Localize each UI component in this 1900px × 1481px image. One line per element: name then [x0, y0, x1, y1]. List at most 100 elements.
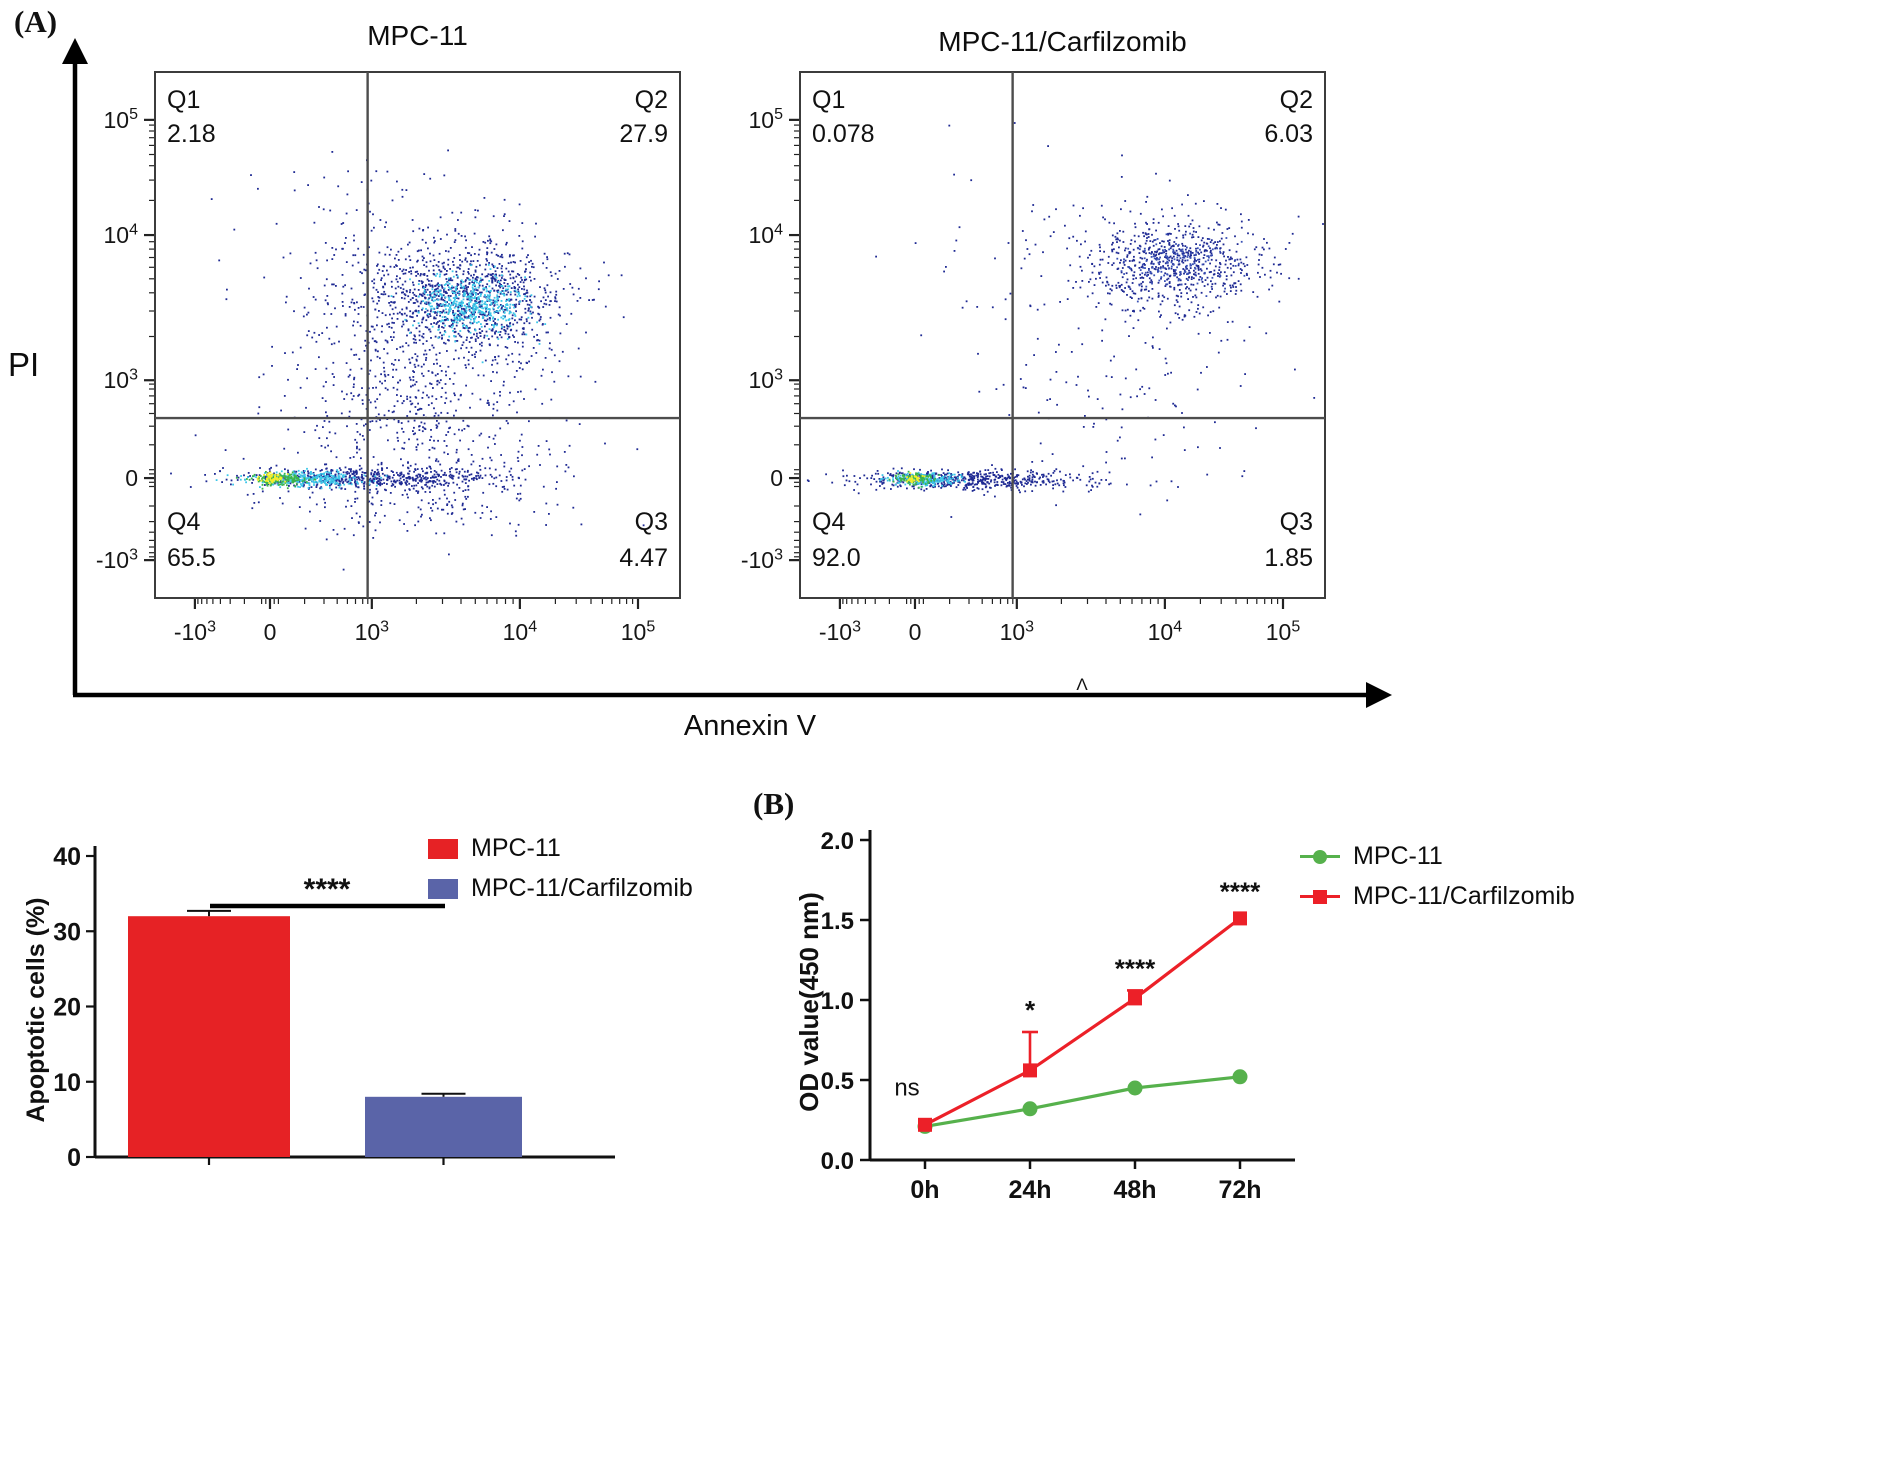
series-line [924, 917, 1241, 1127]
tick-label: 104 [749, 221, 784, 248]
legend-marker-red-square [1300, 888, 1340, 905]
tick-label: 105 [1266, 618, 1301, 645]
legend-marker-green-circle [1300, 848, 1340, 865]
quadrant-value: 92.0 [812, 544, 861, 572]
tick-label: 105 [749, 106, 784, 133]
legend-item-mpc11-carfilzomib: MPC-11/Carfilzomib [1300, 882, 1575, 911]
flow-axes-arrows: Λ [62, 38, 1392, 708]
tick-label: 105 [621, 618, 656, 645]
od-line-chart: 0.0 0.5 1.0 1.5 2.0 0h 24h 48h 72h OD value(450 n… [794, 828, 1295, 1204]
flow-scatter-cluster [920, 154, 1296, 449]
text-label: 1.5 [821, 908, 854, 935]
text-label: 10 [53, 1069, 81, 1097]
text-label: 0h [910, 1176, 939, 1204]
flow-scatter-cluster [309, 209, 623, 401]
text-label: 40 [53, 843, 81, 871]
text-label: 0.5 [821, 1068, 854, 1095]
flow-scatter-cluster [194, 301, 582, 535]
data-point [1233, 911, 1247, 926]
quadrant-label: Q2 [1280, 86, 1313, 114]
tick-label: -103 [741, 546, 783, 573]
flow-scatter-cluster [906, 472, 926, 484]
legend-label: MPC-11 [471, 834, 561, 862]
flow-scatter-cluster [222, 448, 645, 571]
bar [365, 1096, 522, 1157]
flow-scatter-cluster [390, 264, 547, 364]
annexin-axis-arrowhead [1366, 682, 1392, 708]
data-point [1128, 991, 1142, 1006]
text-label: 24h [1008, 1176, 1051, 1204]
tick-label: 0 [909, 619, 922, 645]
significance-annotation: **** [1115, 953, 1156, 983]
quadrant-value: 4.47 [619, 544, 668, 572]
data-point [918, 1117, 932, 1132]
legend-item-mpc11: MPC-11 [428, 834, 693, 863]
text-label: 0.0 [821, 1148, 854, 1175]
legend-label: MPC-11/Carfilzomib [471, 874, 693, 902]
quadrant-label: Q1 [812, 86, 845, 114]
series-line [924, 1075, 1241, 1128]
quadrant-value: 6.03 [1264, 120, 1313, 148]
legend-label: MPC-11/Carfilzomib [1353, 882, 1575, 910]
data-point [1023, 1063, 1037, 1078]
flow-x-axis-label: Annexin V [683, 710, 817, 742]
pi-axis-arrowhead [62, 38, 88, 64]
line-chart-legend: MPC-11 MPC-11/Carfilzomib [1300, 842, 1575, 922]
bar [128, 916, 290, 1157]
quadrant-label: Q4 [167, 508, 200, 536]
text-label: 48h [1113, 1176, 1156, 1204]
panel-b-label: (B) [753, 786, 795, 821]
tick-label: 103 [104, 366, 139, 393]
data-point [1022, 1101, 1038, 1117]
flow-scatter-cluster [225, 149, 625, 518]
tick-label: 0 [125, 465, 138, 491]
quadrant-value: 65.5 [167, 544, 216, 572]
tick-label: 0 [264, 619, 277, 645]
plot-border [154, 71, 681, 599]
significance-annotation: **** [1220, 877, 1261, 907]
significance-annotation: ns [894, 1075, 919, 1102]
axis-artifact-caret: Λ [1076, 675, 1088, 694]
tick-label: 105 [104, 106, 139, 133]
tick-label: 0 [770, 465, 783, 491]
significance-annotation: * [1025, 995, 1036, 1025]
quadrant-value: 2.18 [167, 120, 216, 148]
quadrant-value: 27.9 [619, 120, 668, 148]
flow-plot-title-mpc11: MPC-11 [367, 20, 468, 51]
quadrant-label: Q4 [812, 508, 845, 536]
flow-y-axis-label: PI [8, 346, 40, 383]
tick-label: 104 [503, 618, 538, 645]
tick-label: -103 [174, 618, 216, 645]
significance-stars: **** [304, 873, 351, 906]
text-label: 30 [53, 918, 81, 946]
flow-plot-title-mpc11-carfilzomib: MPC-11/Carfilzomib [938, 26, 1187, 57]
flow-scatter-cluster [1100, 232, 1246, 303]
legend-swatch-red [428, 838, 458, 859]
legend-label: MPC-11 [1353, 842, 1443, 870]
tick-label: 104 [1148, 618, 1183, 645]
tick-label: -103 [819, 618, 861, 645]
text-label: 20 [53, 994, 81, 1022]
legend-item-mpc11-carfilzomib: MPC-11/Carfilzomib [428, 874, 693, 903]
bar-chart-legend: MPC-11 MPC-11/Carfilzomib [428, 834, 693, 914]
quadrant-label: Q2 [635, 86, 668, 114]
flow-scatter-cluster [224, 398, 639, 533]
quadrant-label: Q3 [635, 508, 668, 536]
quadrant-label: Q3 [1280, 508, 1313, 536]
quadrant-value: 0.078 [812, 120, 875, 148]
text-label: 1.0 [821, 988, 854, 1015]
y-axis-title: Apoptotic cells (%) [22, 897, 50, 1122]
tick-label: -103 [96, 546, 138, 573]
text-label: 0 [67, 1144, 81, 1172]
flow-scatter-cluster [256, 471, 289, 485]
panel-a-label: (A) [14, 4, 58, 39]
legend-item-mpc11: MPC-11 [1300, 842, 1575, 871]
quadrant-value: 1.85 [1264, 544, 1313, 572]
quadrant-label: Q1 [167, 86, 200, 114]
tick-label: 103 [355, 618, 390, 645]
data-point [1127, 1080, 1143, 1096]
plot-border [799, 71, 1326, 599]
data-point [1232, 1069, 1248, 1085]
